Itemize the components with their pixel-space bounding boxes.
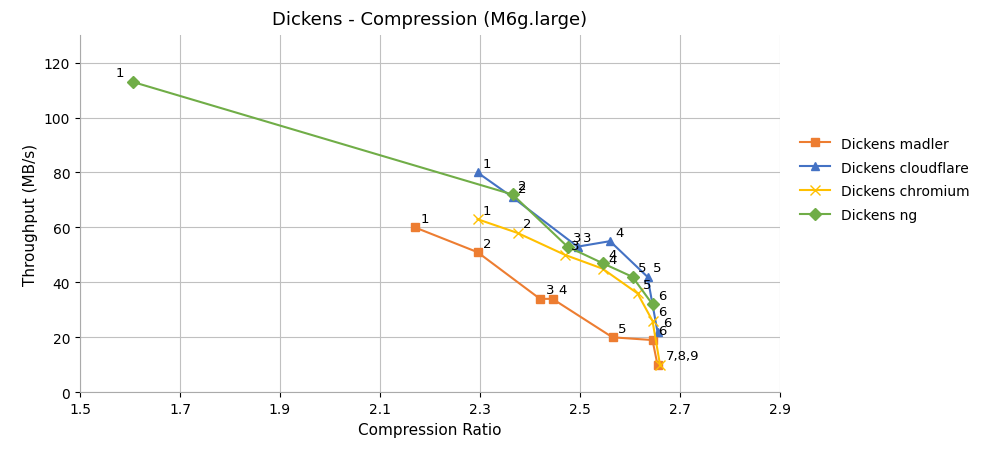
Text: 7,8,9: 7,8,9: [666, 350, 699, 363]
Line: Dickens ng: Dickens ng: [128, 78, 657, 309]
Dickens ng: [596, 261, 608, 266]
Dickens chromium: [511, 231, 524, 236]
Text: 4: 4: [558, 284, 566, 297]
Dickens cloudflare: [472, 170, 484, 176]
Text: 1: 1: [483, 157, 492, 170]
Text: 4: 4: [608, 253, 616, 267]
Line: Dickens madler: Dickens madler: [411, 224, 662, 369]
Text: 4: 4: [616, 226, 624, 239]
Dickens ng: [562, 244, 574, 250]
Dickens ng: [646, 302, 658, 308]
Dickens cloudflare: [506, 195, 518, 201]
Text: 5: 5: [643, 278, 652, 291]
Text: 5: 5: [618, 322, 627, 335]
Dickens chromium: [632, 291, 644, 296]
Text: 6: 6: [658, 306, 666, 318]
Line: Dickens cloudflare: Dickens cloudflare: [473, 169, 662, 336]
Dickens ng: [126, 80, 138, 85]
Dickens cloudflare: [604, 239, 616, 244]
Text: 3: 3: [571, 240, 579, 253]
Text: 5: 5: [638, 262, 647, 275]
Dickens madler: [409, 225, 421, 230]
Line: Dickens chromium: Dickens chromium: [473, 215, 665, 370]
Text: 4: 4: [608, 248, 616, 261]
Text: 2: 2: [483, 237, 492, 250]
Dickens madler: [652, 362, 664, 368]
Text: 3: 3: [573, 232, 582, 244]
Dickens cloudflare: [652, 329, 664, 335]
Text: 6: 6: [658, 325, 666, 338]
Dickens chromium: [596, 267, 608, 272]
Dickens chromium: [654, 362, 666, 368]
Dickens madler: [646, 338, 658, 343]
Title: Dickens - Compression (M6g.large): Dickens - Compression (M6g.large): [272, 11, 588, 29]
Text: 2: 2: [518, 179, 527, 193]
Text: 6: 6: [658, 289, 666, 302]
X-axis label: Compression Ratio: Compression Ratio: [358, 422, 502, 437]
Dickens chromium: [559, 253, 571, 258]
Dickens chromium: [646, 318, 658, 324]
Dickens ng: [506, 192, 518, 198]
Dickens ng: [626, 275, 639, 280]
Y-axis label: Throughput (MB/s): Throughput (MB/s): [23, 143, 38, 285]
Text: 5: 5: [653, 262, 662, 275]
Text: 1: 1: [421, 212, 429, 226]
Dickens madler: [472, 250, 484, 255]
Text: 2: 2: [518, 182, 527, 195]
Text: 3: 3: [546, 284, 554, 297]
Text: 1: 1: [483, 204, 492, 217]
Legend: Dickens madler, Dickens cloudflare, Dickens chromium, Dickens ng: Dickens madler, Dickens cloudflare, Dick…: [794, 132, 975, 228]
Text: 6: 6: [663, 317, 671, 330]
Text: 3: 3: [583, 232, 592, 244]
Dickens cloudflare: [572, 244, 584, 250]
Dickens cloudflare: [642, 275, 654, 280]
Text: 2: 2: [523, 218, 532, 231]
Dickens madler: [606, 335, 618, 340]
Text: 1: 1: [116, 67, 124, 80]
Dickens madler: [546, 296, 558, 302]
Dickens chromium: [472, 217, 484, 222]
Dickens madler: [534, 296, 546, 302]
